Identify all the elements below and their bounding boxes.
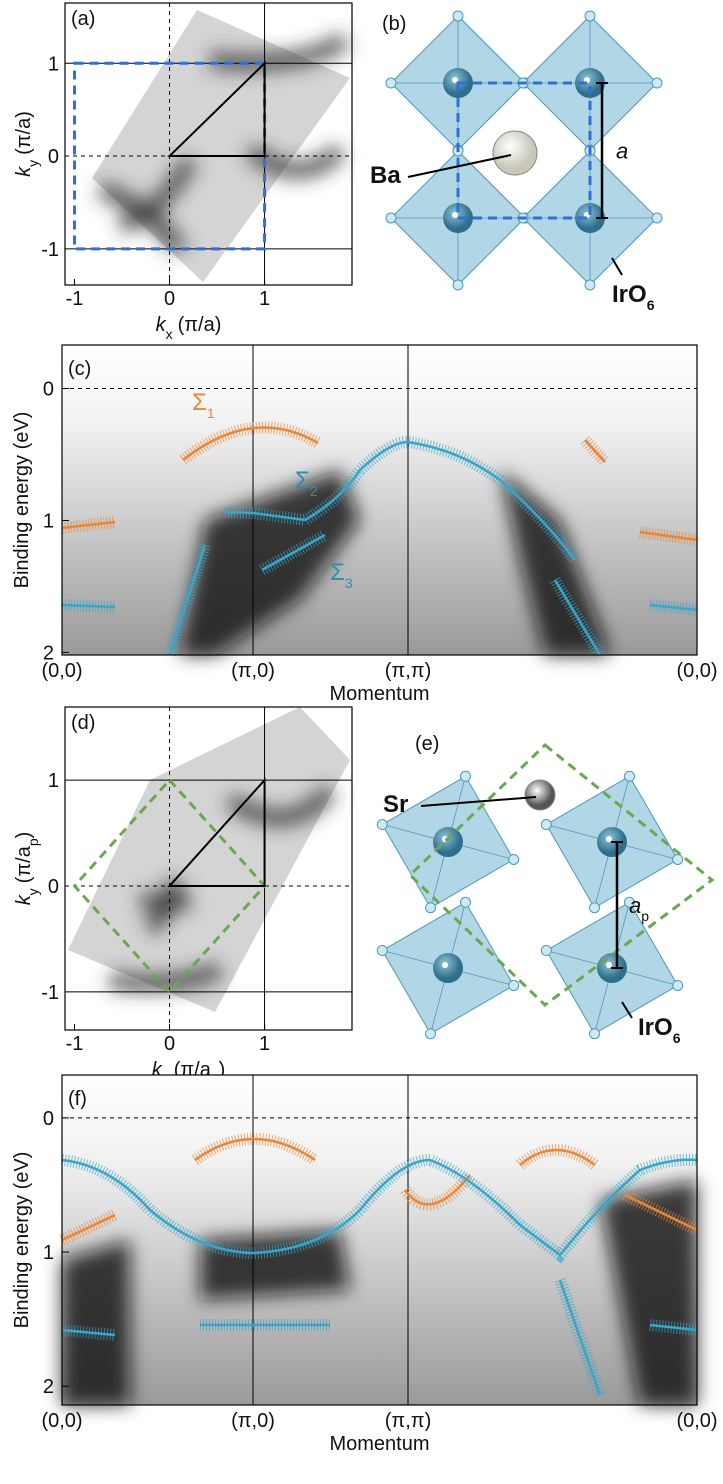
x-tick-label: (π,0)	[231, 1410, 275, 1432]
o-atom	[460, 897, 470, 907]
x-tick-label: (0,0)	[676, 1410, 717, 1432]
a-site-atom	[525, 780, 555, 810]
ir-atom	[433, 953, 463, 983]
text-part: 6	[673, 1030, 681, 1046]
intensity-map	[62, 1075, 697, 1405]
text-part: 2	[310, 483, 318, 499]
octahedron-label: IrO6	[638, 1014, 681, 1046]
x-tick-label: (0,0)	[41, 1410, 82, 1432]
x-tick-label: 1	[259, 1033, 270, 1055]
text-part: 3	[345, 575, 353, 591]
x-tick-label: (π,π)	[385, 660, 431, 682]
ir-atom-highlight	[452, 212, 458, 218]
panel-label: (e)	[415, 733, 439, 755]
o-atom	[509, 980, 519, 990]
x-tick-label: 0	[164, 288, 175, 310]
ir-atom	[433, 827, 463, 857]
o-atom	[386, 78, 396, 88]
text-part: p	[25, 838, 41, 846]
y-axis-label: ky(π/a)	[13, 111, 41, 177]
intensity-feature	[200, 1230, 350, 1300]
octahedron-label: IrO6	[612, 281, 655, 313]
o-atom	[426, 903, 436, 913]
o-atom	[377, 946, 387, 956]
intensity-feature	[62, 1240, 130, 1405]
y-tick-label: -1	[41, 239, 59, 261]
o-atom	[673, 980, 683, 990]
text-part: x	[166, 326, 173, 342]
o-atom	[673, 854, 683, 864]
y-tick-label: 1	[48, 53, 59, 75]
x-tick-label: (0,0)	[41, 660, 82, 682]
y-tick-label: 1	[43, 1242, 54, 1264]
y-tick-label: 2	[43, 1376, 54, 1398]
panel-label: (f)	[68, 1088, 87, 1110]
o-atom	[460, 771, 470, 781]
y-axis-label: ky(π/ap)	[13, 832, 41, 906]
text-part: Σ	[295, 467, 310, 494]
o-atom	[426, 1029, 436, 1039]
y-tick-label: 0	[48, 146, 59, 168]
o-atom	[541, 946, 551, 956]
text-part: y	[25, 888, 41, 895]
y-tick-label: 1	[43, 510, 54, 532]
x-tick-label: (π,π)	[385, 1410, 431, 1432]
atom-label: Ba	[370, 162, 401, 189]
o-atom	[585, 280, 595, 290]
o-atom	[453, 280, 463, 290]
o-atom	[585, 11, 595, 21]
panel-label: (a)	[71, 8, 95, 30]
x-tick-label: 0	[164, 1033, 175, 1055]
x-tick-label: (π,0)	[231, 660, 275, 682]
y-tick-label: 0	[43, 1108, 54, 1130]
x-axis-label: kx(π/a)	[156, 314, 222, 342]
panel-label: (b)	[382, 13, 406, 35]
x-tick-label: -1	[66, 1033, 84, 1055]
atom-label: Sr	[383, 791, 408, 818]
lattice-label: a	[616, 139, 628, 164]
x-tick-label: 1	[259, 288, 270, 310]
text-part: (π/a	[13, 845, 35, 883]
o-atom	[453, 11, 463, 21]
text-part: y	[25, 160, 41, 167]
figure: -101-101(a)kx(π/a)ky(π/a)BaaIrO6(b)-101-…	[0, 0, 723, 1479]
y-tick-label: -1	[41, 982, 59, 1004]
intensity-map	[62, 345, 697, 655]
o-atom	[541, 820, 551, 830]
o-atom	[386, 213, 396, 223]
x-tick-label: (0,0)	[676, 660, 717, 682]
x-tick-label: -1	[66, 288, 84, 310]
pointer	[612, 258, 622, 275]
text-part: (π/a)	[13, 111, 35, 155]
text-part: 6	[647, 297, 655, 313]
y-tick-label: 0	[48, 876, 59, 898]
text-part: 1	[207, 405, 215, 421]
text-part: )	[13, 832, 35, 839]
ir-atom-highlight	[442, 962, 448, 968]
o-atom	[377, 820, 387, 830]
panel-label: (c)	[68, 358, 91, 380]
o-atom	[590, 1029, 600, 1039]
text-part: IrO	[612, 281, 647, 308]
text-part: IrO	[638, 1014, 673, 1041]
a-site-atom	[493, 131, 537, 175]
o-atom	[652, 213, 662, 223]
o-atom	[624, 771, 634, 781]
text-part: (π/a)	[178, 314, 222, 336]
y-axis-label: Binding energy (eV)	[11, 1152, 33, 1329]
o-atom	[509, 854, 519, 864]
y-axis-label: Binding energy (eV)	[11, 412, 33, 589]
o-atom	[590, 903, 600, 913]
o-atom	[652, 78, 662, 88]
text-part: p	[641, 908, 649, 924]
y-tick-label: 0	[43, 379, 54, 401]
text-part: Σ	[330, 559, 345, 586]
text-part: a	[629, 893, 641, 918]
text-part: Σ	[192, 389, 207, 416]
panel-label: (d)	[71, 712, 95, 734]
y-tick-label: 1	[48, 770, 59, 792]
x-axis-label: Momentum	[329, 1433, 429, 1455]
x-axis-label: Momentum	[329, 683, 429, 705]
